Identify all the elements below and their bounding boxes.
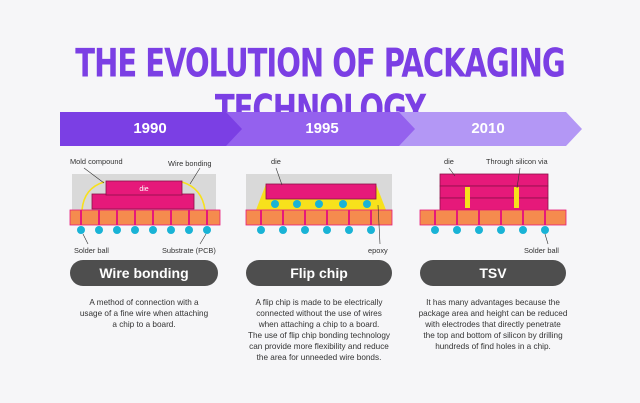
year-1990: 1990: [133, 120, 167, 137]
solder-balls-2: [257, 226, 375, 234]
mold-leader: [83, 167, 105, 184]
substrate-vias: [80, 210, 208, 225]
label-die-2: die: [271, 157, 281, 166]
tsv-leader: [516, 167, 521, 189]
die-leader-3: [448, 167, 456, 177]
year-1995: 1995: [305, 120, 339, 137]
label-solder-ball-3: Solder ball: [524, 246, 559, 255]
flip-chip-die: [265, 183, 377, 200]
bond-wire-left: [81, 181, 105, 211]
timeline-arrow-1990: [60, 112, 248, 146]
tsv-die-3: [439, 197, 549, 211]
label-die-3: die: [444, 157, 454, 166]
flip-chip-vias: [260, 210, 372, 225]
description-tsv: It has many advantages because the packa…: [418, 298, 568, 351]
tsv-via-right: [514, 187, 519, 208]
year-2010: 2010: [471, 120, 505, 137]
die-leader-2: [275, 167, 283, 186]
label-mold-compound: Mold compound: [70, 157, 123, 166]
tag-flip-chip: Flip chip: [246, 260, 392, 286]
timeline-arrow-1995: [226, 112, 421, 146]
label-wire-bonding: Wire bonding: [168, 159, 212, 168]
solder-balls-3: [431, 226, 549, 234]
label-substrate: Substrate (PCB): [162, 246, 216, 255]
die-top-layer: [105, 180, 183, 196]
flip-chip-diagram: [245, 167, 393, 245]
tsv-via-left: [465, 187, 470, 208]
label-epoxy: epoxy: [368, 246, 388, 255]
solder-leader-3: [544, 233, 549, 245]
tsv-die-1: [439, 173, 549, 187]
substrate-pcb: [69, 209, 221, 226]
description-flip-chip: A flip chip is made to be electrically c…: [247, 298, 390, 362]
tag-wire-bonding: Wire bonding: [70, 260, 218, 286]
solder-leader-1: [82, 233, 89, 245]
epoxy-leader: [377, 204, 381, 245]
solder-balls-1: [77, 226, 211, 234]
label-solder-ball-1: Solder ball: [74, 246, 109, 255]
wire-bonding-diagram: die: [69, 167, 221, 245]
tag-tsv: TSV: [420, 260, 566, 286]
page-title: THE EVOLUTION OF PACKAGING TECHNOLOGY: [75, 40, 565, 132]
label-through-silicon-via: Through silicon via: [486, 157, 548, 166]
die-bottom-layer: [91, 193, 195, 210]
tsv-die-2: [439, 185, 549, 199]
description-wire-bonding: A method of connection with a usage of a…: [79, 298, 209, 329]
wire-leader: [189, 167, 201, 185]
die-label-1: die: [139, 186, 148, 193]
substrate-leader: [199, 233, 207, 245]
tsv-vias: [434, 210, 546, 225]
bond-wire-right: [181, 181, 206, 211]
tsv-diagram: [419, 167, 567, 245]
timeline-arrow-2010: [399, 112, 582, 146]
flip-chip-bumps: [271, 200, 371, 208]
